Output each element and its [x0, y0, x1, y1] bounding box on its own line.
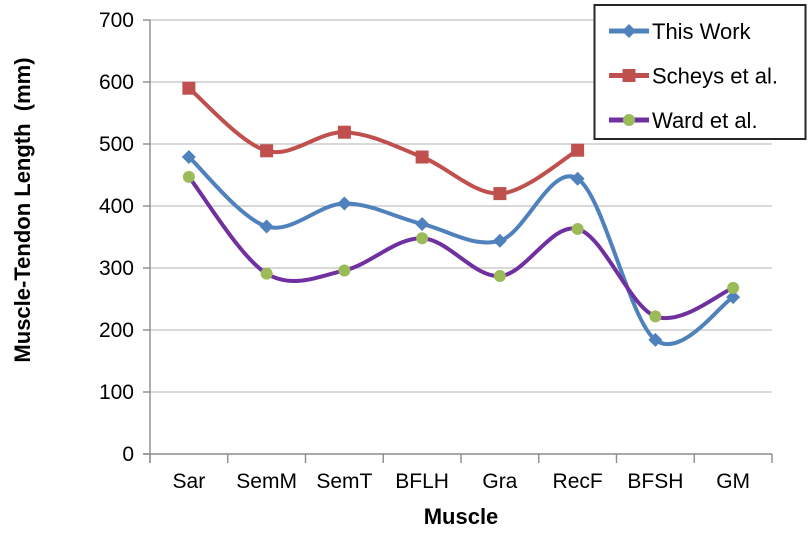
legend-marker-this-work: [622, 24, 636, 38]
x-category-label: SemT: [316, 470, 372, 493]
data-point-ward-et-al: [338, 264, 351, 277]
x-category-label: RecF: [553, 470, 603, 493]
data-point-scheys-et-al: [415, 150, 429, 164]
x-category-label: GM: [716, 470, 750, 493]
legend-label-ward-et-al: Ward et al.: [652, 108, 758, 133]
data-point-this-work: [492, 233, 507, 248]
data-point-ward-et-al: [416, 232, 429, 245]
data-point-scheys-et-al: [260, 144, 274, 158]
y-tick-label: 100: [99, 381, 134, 404]
data-point-scheys-et-al: [337, 125, 351, 139]
legend-label-scheys-et-al: Scheys et al.: [652, 64, 778, 89]
axes-layer: 0 100 200 300 400 500 600 700 Sar SemM SemT BFLH Gra…: [99, 9, 773, 493]
y-tick-label: 200: [99, 319, 134, 342]
data-point-scheys-et-al: [571, 143, 585, 157]
y-tick-label: 400: [99, 195, 134, 218]
series-line-scheys-et-al: [186, 86, 580, 196]
legend-marker-scheys-et-al: [622, 69, 636, 82]
data-point-this-work: [570, 171, 585, 186]
y-tick-label: 700: [99, 9, 134, 32]
data-point-this-work: [648, 332, 663, 347]
data-point-this-work: [181, 150, 196, 165]
data-point-ward-et-al: [727, 281, 740, 294]
legend-marker-ward-et-al: [623, 114, 635, 126]
data-point-ward-et-al: [260, 267, 273, 280]
data-point-this-work: [415, 216, 430, 231]
x-category-label: BFLH: [395, 470, 449, 493]
data-point-ward-et-al: [493, 270, 506, 283]
series-layer: [181, 81, 741, 347]
data-point-ward-et-al: [649, 310, 662, 323]
data-point-ward-et-al: [571, 222, 584, 235]
data-point-this-work: [726, 290, 741, 305]
x-category-label: Sar: [173, 470, 206, 493]
data-point-ward-et-al: [182, 170, 195, 183]
series-line-this-work: [186, 155, 736, 346]
y-tick-label: 600: [99, 71, 134, 94]
y-tick-label: 0: [122, 443, 134, 466]
series-line-ward-et-al: [186, 174, 736, 321]
x-category-label: SemM: [236, 470, 297, 493]
x-axis-title: Muscle: [424, 504, 499, 529]
legend-label-this-work: This Work: [652, 19, 752, 44]
y-tick-label: 300: [99, 257, 134, 280]
data-point-scheys-et-al: [493, 187, 507, 201]
data-point-this-work: [337, 196, 352, 211]
y-tick-label: 500: [99, 133, 134, 156]
x-category-label: BFSH: [627, 470, 683, 493]
data-point-this-work: [259, 219, 274, 234]
legend: This Work Scheys et al. Ward et al.: [593, 4, 807, 140]
x-category-label: Gra: [482, 470, 517, 493]
data-point-scheys-et-al: [182, 81, 196, 95]
y-axis-title: Muscle-Tendon Length (mm): [10, 57, 35, 362]
